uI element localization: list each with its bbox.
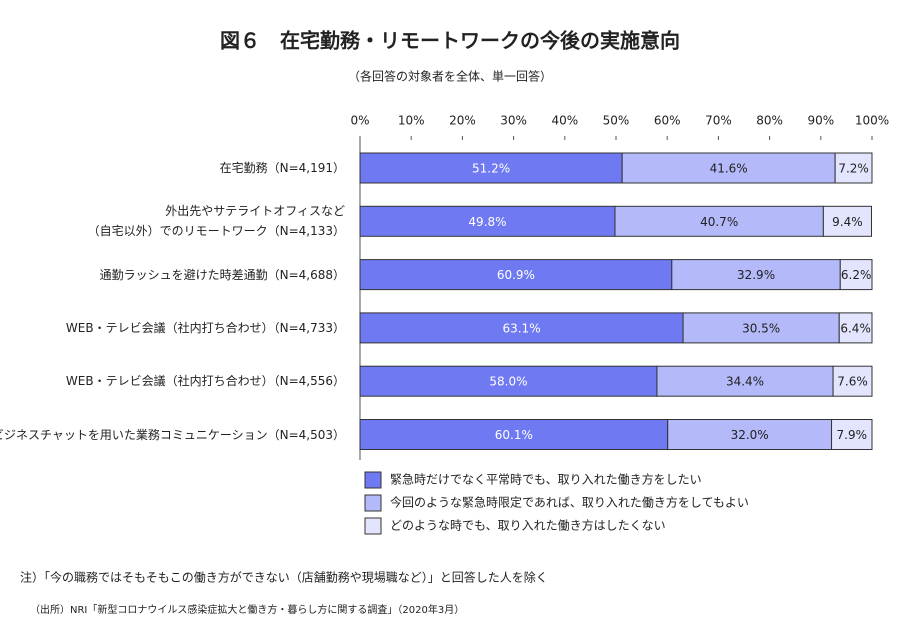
x-tick-label: 70%: [705, 114, 732, 128]
value-label: 7.9%: [837, 428, 868, 442]
value-label: 58.0%: [489, 375, 527, 389]
x-tick-label: 30%: [500, 114, 527, 128]
legend-label: 緊急時だけでなく平常時でも、取り入れた働き方をしたい: [390, 472, 702, 487]
value-label: 41.6%: [710, 162, 748, 176]
x-tick-label: 80%: [756, 114, 783, 128]
x-tick-label: 60%: [654, 114, 681, 128]
category-label: ビジネスチャットを用いた業務コミュニケーション（N=4,503）: [0, 427, 345, 442]
chart-subtitle: （各回答の対象者を全体、単一回答）: [348, 69, 552, 84]
chart-title: 図６ 在宅勤務・リモートワークの今後の実施意向: [220, 29, 680, 53]
category-label: 外出先やサテライトオフィスなど （自宅以外）でのリモートワーク（N=4,133）: [87, 204, 345, 239]
bar-segment: [359, 312, 684, 344]
value-label: 40.7%: [700, 215, 738, 229]
bar-segment: [359, 152, 623, 184]
bar-segment: [359, 205, 616, 237]
bar-segment: [359, 259, 673, 291]
bar-segment: [832, 365, 873, 397]
value-label: 30.5%: [742, 321, 780, 335]
bar-segment: [831, 419, 873, 450]
bar-segment: [359, 365, 658, 397]
value-label: 7.2%: [838, 162, 869, 176]
value-label: 60.1%: [495, 428, 533, 442]
legend-swatch: [364, 517, 382, 535]
legend-label: どのような時でも、取り入れた働き方はしたくない: [390, 518, 666, 533]
bar-segment: [359, 419, 669, 450]
x-tick-label: 10%: [398, 114, 425, 128]
note: 注）「今の職務ではそもそもこの働き方ができない（店舗勤務や現場職など）」と回答し…: [20, 570, 548, 585]
value-label: 60.9%: [497, 268, 535, 282]
x-tick-label: 20%: [449, 114, 476, 128]
legend-swatch: [364, 471, 382, 489]
value-label: 34.4%: [726, 375, 764, 389]
value-label: 9.4%: [832, 215, 863, 229]
category-label: 通勤ラッシュを避けた時差通勤（N=4,688）: [99, 267, 345, 282]
x-tick-label: 100%: [855, 114, 889, 128]
bar-segment: [621, 152, 836, 184]
x-tick-label: 0%: [350, 114, 369, 128]
category-label: 在宅勤務（N=4,191）: [219, 161, 345, 175]
value-label: 32.0%: [731, 428, 769, 442]
bar-segment: [614, 205, 824, 237]
bar-segment: [839, 259, 873, 291]
bar-segment: [838, 312, 873, 344]
x-tick-label: 50%: [603, 114, 630, 128]
value-label: 32.9%: [737, 268, 775, 282]
value-label: 6.2%: [841, 268, 872, 282]
bar-segment: [834, 152, 873, 184]
category-label: WEB・テレビ会議（社内打ち合わせ）（N=4,733）: [65, 320, 345, 335]
x-tick-label: 90%: [807, 114, 834, 128]
source: （出所）NRI「新型コロナウイルス感染症拡大と働き方・暮らし方に関する調査」（2…: [30, 603, 464, 616]
value-label: 7.6%: [837, 375, 868, 389]
bar-segment: [682, 312, 840, 344]
bar-segment: [656, 365, 834, 397]
value-label: 49.8%: [468, 215, 506, 229]
value-label: 6.4%: [840, 321, 871, 335]
value-label: 63.1%: [502, 321, 540, 335]
legend-swatch: [364, 494, 382, 512]
value-label: 51.2%: [472, 162, 510, 176]
bar-segment: [667, 419, 833, 450]
category-label: WEB・テレビ会議（社内打ち合わせ）（N=4,556）: [65, 374, 345, 389]
x-tick-label: 40%: [551, 114, 578, 128]
legend-label: 今回のような緊急時限定であれば、取り入れた働き方をしてもよい: [390, 495, 749, 510]
bar-segment: [822, 205, 872, 237]
